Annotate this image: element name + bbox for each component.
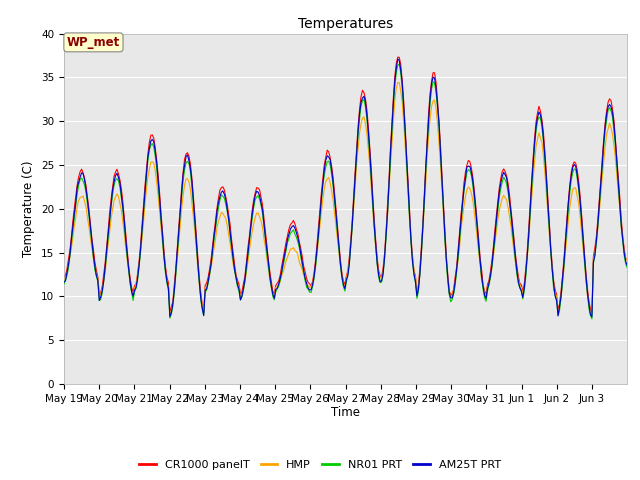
Legend: CR1000 panelT, HMP, NR01 PRT, AM25T PRT: CR1000 panelT, HMP, NR01 PRT, AM25T PRT	[135, 456, 505, 474]
Y-axis label: Temperature (C): Temperature (C)	[22, 160, 35, 257]
Text: WP_met: WP_met	[67, 36, 120, 49]
Title: Temperatures: Temperatures	[298, 17, 393, 31]
X-axis label: Time: Time	[331, 407, 360, 420]
